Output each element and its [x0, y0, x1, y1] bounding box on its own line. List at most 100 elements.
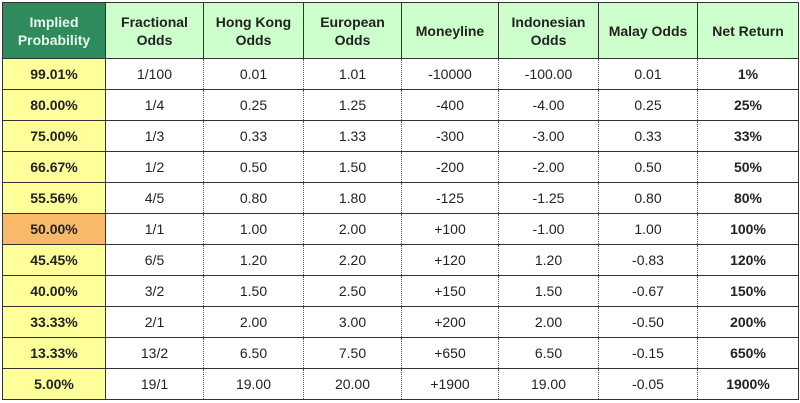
cell-european-odds: 1.01: [303, 58, 402, 90]
header-fractional-odds: Fractional Odds: [105, 2, 204, 59]
header-european-odds: European Odds: [303, 2, 402, 59]
cell-implied-probability: 40.00%: [2, 275, 106, 307]
cell-implied-probability: 13.33%: [2, 337, 106, 369]
cell-implied-probability: 55.56%: [2, 182, 106, 214]
cell-hong-kong-odds: 0.50: [203, 151, 304, 183]
cell-fractional-odds: 1/1: [105, 213, 204, 245]
table-row: 13.33% 13/2 6.50 7.50 +650 6.50 -0.15 650%: [2, 337, 799, 369]
table-row: 33.33% 2/1 2.00 3.00 +200 2.00 -0.50 200%: [2, 306, 799, 338]
header-moneyline: Moneyline: [401, 2, 499, 59]
cell-fractional-odds: 1/3: [105, 120, 204, 152]
cell-implied-probability: 66.67%: [2, 151, 106, 183]
cell-european-odds: 7.50: [303, 337, 402, 369]
cell-indonesian-odds: 2.00: [498, 306, 599, 338]
cell-hong-kong-odds: 6.50: [203, 337, 304, 369]
cell-net-return: 33%: [697, 120, 799, 152]
cell-indonesian-odds: -2.00: [498, 151, 599, 183]
cell-malay-odds: -0.05: [598, 368, 698, 400]
cell-net-return: 120%: [697, 244, 799, 276]
cell-net-return: 1900%: [697, 368, 799, 400]
cell-moneyline: -400: [401, 89, 499, 121]
cell-implied-probability: 80.00%: [2, 89, 106, 121]
cell-implied-probability: 33.33%: [2, 306, 106, 338]
cell-indonesian-odds: -100.00: [498, 58, 599, 90]
cell-indonesian-odds: -1.00: [498, 213, 599, 245]
header-malay-odds: Malay Odds: [598, 2, 698, 59]
table-row: 99.01% 1/100 0.01 1.01 -10000 -100.00 0.01 1%: [2, 58, 799, 90]
cell-hong-kong-odds: 1.50: [203, 275, 304, 307]
cell-european-odds: 2.00: [303, 213, 402, 245]
cell-hong-kong-odds: 1.20: [203, 244, 304, 276]
cell-hong-kong-odds: 0.80: [203, 182, 304, 214]
table-row: 55.56% 4/5 0.80 1.80 -125 -1.25 0.80 80%: [2, 182, 799, 214]
cell-european-odds: 2.50: [303, 275, 402, 307]
cell-net-return: 150%: [697, 275, 799, 307]
table-row: 80.00% 1/4 0.25 1.25 -400 -4.00 0.25 25%: [2, 89, 799, 121]
cell-european-odds: 1.50: [303, 151, 402, 183]
cell-malay-odds: 0.33: [598, 120, 698, 152]
cell-implied-probability: 50.00%: [2, 213, 106, 245]
cell-moneyline: -300: [401, 120, 499, 152]
cell-moneyline: -10000: [401, 58, 499, 90]
cell-fractional-odds: 6/5: [105, 244, 204, 276]
cell-net-return: 1%: [697, 58, 799, 90]
cell-fractional-odds: 4/5: [105, 182, 204, 214]
cell-malay-odds: 0.50: [598, 151, 698, 183]
cell-net-return: 100%: [697, 213, 799, 245]
cell-indonesian-odds: 6.50: [498, 337, 599, 369]
cell-net-return: 25%: [697, 89, 799, 121]
cell-fractional-odds: 1/2: [105, 151, 204, 183]
cell-indonesian-odds: 1.50: [498, 275, 599, 307]
cell-hong-kong-odds: 19.00: [203, 368, 304, 400]
header-implied-probability: Implied Probability: [2, 2, 106, 59]
table-row: 75.00% 1/3 0.33 1.33 -300 -3.00 0.33 33%: [2, 120, 799, 152]
cell-malay-odds: -0.15: [598, 337, 698, 369]
header-indonesian-odds: Indonesian Odds: [498, 2, 599, 59]
cell-indonesian-odds: -3.00: [498, 120, 599, 152]
cell-moneyline: -200: [401, 151, 499, 183]
cell-moneyline: +1900: [401, 368, 499, 400]
cell-indonesian-odds: 1.20: [498, 244, 599, 276]
cell-net-return: 80%: [697, 182, 799, 214]
cell-european-odds: 1.25: [303, 89, 402, 121]
cell-moneyline: +650: [401, 337, 499, 369]
cell-fractional-odds: 1/4: [105, 89, 204, 121]
cell-european-odds: 1.33: [303, 120, 402, 152]
cell-european-odds: 20.00: [303, 368, 402, 400]
cell-fractional-odds: 3/2: [105, 275, 204, 307]
cell-fractional-odds: 2/1: [105, 306, 204, 338]
cell-moneyline: +120: [401, 244, 499, 276]
cell-hong-kong-odds: 0.01: [203, 58, 304, 90]
cell-malay-odds: 0.80: [598, 182, 698, 214]
cell-indonesian-odds: -4.00: [498, 89, 599, 121]
cell-malay-odds: -0.83: [598, 244, 698, 276]
header-net-return: Net Return: [697, 2, 799, 59]
cell-hong-kong-odds: 1.00: [203, 213, 304, 245]
cell-indonesian-odds: -1.25: [498, 182, 599, 214]
table-row: 40.00% 3/2 1.50 2.50 +150 1.50 -0.67 150%: [2, 275, 799, 307]
cell-malay-odds: 0.25: [598, 89, 698, 121]
cell-hong-kong-odds: 2.00: [203, 306, 304, 338]
table-row: 66.67% 1/2 0.50 1.50 -200 -2.00 0.50 50%: [2, 151, 799, 183]
cell-indonesian-odds: 19.00: [498, 368, 599, 400]
cell-hong-kong-odds: 0.25: [203, 89, 304, 121]
cell-net-return: 50%: [697, 151, 799, 183]
cell-net-return: 200%: [697, 306, 799, 338]
cell-malay-odds: -0.67: [598, 275, 698, 307]
header-hong-kong-odds: Hong Kong Odds: [203, 2, 304, 59]
cell-fractional-odds: 19/1: [105, 368, 204, 400]
cell-fractional-odds: 1/100: [105, 58, 204, 90]
cell-moneyline: +100: [401, 213, 499, 245]
cell-european-odds: 2.20: [303, 244, 402, 276]
cell-moneyline: +150: [401, 275, 499, 307]
cell-hong-kong-odds: 0.33: [203, 120, 304, 152]
table-row: 50.00% 1/1 1.00 2.00 +100 -1.00 1.00 100%: [2, 213, 799, 245]
cell-european-odds: 3.00: [303, 306, 402, 338]
cell-malay-odds: 0.01: [598, 58, 698, 90]
cell-fractional-odds: 13/2: [105, 337, 204, 369]
cell-moneyline: -125: [401, 182, 499, 214]
table-row: 45.45% 6/5 1.20 2.20 +120 1.20 -0.83 120%: [2, 244, 799, 276]
cell-malay-odds: -0.50: [598, 306, 698, 338]
cell-european-odds: 1.80: [303, 182, 402, 214]
